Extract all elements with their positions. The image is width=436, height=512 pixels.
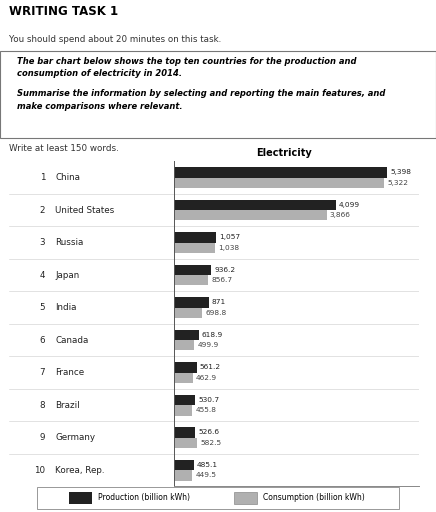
FancyBboxPatch shape bbox=[37, 487, 399, 508]
Text: 5,322: 5,322 bbox=[387, 180, 408, 186]
Text: 499.9: 499.9 bbox=[197, 343, 218, 348]
Bar bbox=[174, 200, 336, 210]
Text: 4,099: 4,099 bbox=[339, 202, 360, 208]
Text: 936.2: 936.2 bbox=[215, 267, 235, 273]
Text: Korea, Rep.: Korea, Rep. bbox=[55, 465, 105, 475]
Text: You should spend about 20 minutes on this task.: You should spend about 20 minutes on thi… bbox=[9, 35, 221, 44]
Text: India: India bbox=[55, 303, 77, 312]
Bar bbox=[174, 340, 194, 351]
Text: United States: United States bbox=[55, 205, 114, 215]
Bar bbox=[174, 460, 194, 470]
Bar bbox=[174, 297, 209, 308]
Text: 10: 10 bbox=[34, 465, 45, 475]
Bar bbox=[174, 275, 208, 286]
Text: 455.8: 455.8 bbox=[195, 408, 217, 413]
Bar bbox=[234, 492, 257, 504]
Text: The bar chart below shows the top ten countries for the production and
consumpti: The bar chart below shows the top ten co… bbox=[17, 57, 357, 78]
Bar bbox=[174, 265, 211, 275]
Text: 1,057: 1,057 bbox=[219, 234, 240, 240]
Bar bbox=[174, 470, 192, 481]
Text: 582.5: 582.5 bbox=[201, 440, 221, 446]
Text: 698.8: 698.8 bbox=[205, 310, 226, 316]
Text: Write at least 150 words.: Write at least 150 words. bbox=[9, 144, 119, 153]
Text: 3,866: 3,866 bbox=[330, 212, 351, 218]
Text: 871: 871 bbox=[212, 300, 226, 305]
Text: 5,398: 5,398 bbox=[390, 169, 411, 175]
Text: Production (billion kWh): Production (billion kWh) bbox=[99, 494, 191, 502]
Text: 4: 4 bbox=[40, 270, 45, 280]
Bar bbox=[174, 232, 216, 243]
Bar bbox=[174, 308, 202, 318]
Text: 462.9: 462.9 bbox=[196, 375, 217, 381]
Text: 526.6: 526.6 bbox=[198, 430, 219, 435]
Bar bbox=[174, 427, 195, 438]
Bar bbox=[174, 210, 327, 221]
Bar bbox=[174, 330, 199, 340]
Text: 449.5: 449.5 bbox=[195, 473, 216, 478]
Text: Electricity: Electricity bbox=[256, 148, 312, 158]
Text: 485.1: 485.1 bbox=[197, 462, 218, 468]
Text: China: China bbox=[55, 173, 80, 182]
Text: 561.2: 561.2 bbox=[200, 365, 221, 370]
Text: 7: 7 bbox=[40, 368, 45, 377]
Text: France: France bbox=[55, 368, 84, 377]
Bar bbox=[174, 178, 384, 188]
Bar bbox=[174, 167, 387, 178]
Text: 6: 6 bbox=[40, 335, 45, 345]
Text: 8: 8 bbox=[40, 400, 45, 410]
FancyBboxPatch shape bbox=[0, 51, 436, 138]
Text: 1: 1 bbox=[40, 173, 45, 182]
Text: Consumption (billion kWh): Consumption (billion kWh) bbox=[263, 494, 365, 502]
Bar bbox=[174, 362, 197, 373]
Text: Russia: Russia bbox=[55, 238, 83, 247]
Text: 3: 3 bbox=[40, 238, 45, 247]
Bar bbox=[174, 405, 192, 416]
Text: 9: 9 bbox=[40, 433, 45, 442]
Bar bbox=[174, 373, 193, 383]
Text: 856.7: 856.7 bbox=[211, 278, 232, 283]
Text: Canada: Canada bbox=[55, 335, 89, 345]
Bar bbox=[69, 492, 92, 504]
Text: Germany: Germany bbox=[55, 433, 95, 442]
Text: WRITING TASK 1: WRITING TASK 1 bbox=[9, 5, 118, 18]
Text: 1,038: 1,038 bbox=[218, 245, 239, 251]
Bar bbox=[174, 395, 195, 405]
Bar bbox=[174, 438, 198, 448]
Text: Summarise the information by selecting and reporting the main features, and
make: Summarise the information by selecting a… bbox=[17, 89, 385, 111]
Text: 618.9: 618.9 bbox=[202, 332, 223, 338]
Text: Japan: Japan bbox=[55, 270, 79, 280]
Bar bbox=[174, 243, 215, 253]
Text: 5: 5 bbox=[40, 303, 45, 312]
Text: Brazil: Brazil bbox=[55, 400, 80, 410]
Text: 2: 2 bbox=[40, 205, 45, 215]
Text: 530.7: 530.7 bbox=[198, 397, 220, 403]
